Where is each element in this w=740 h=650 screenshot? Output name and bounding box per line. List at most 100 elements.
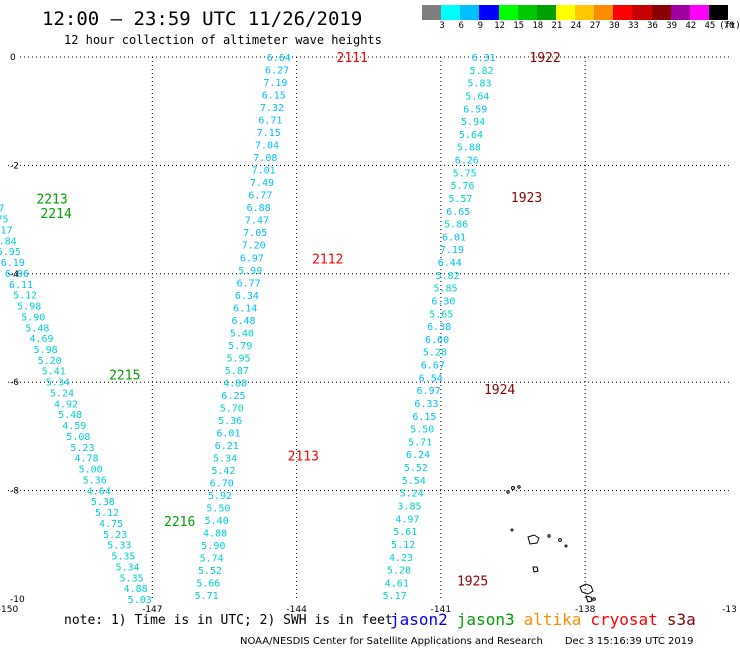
longitude-tick-label: -13 (722, 605, 737, 615)
wave-height-value: 6.60 (425, 335, 449, 346)
pass-time-label: 1925 (457, 575, 488, 590)
pass-time-label: 2113 (288, 449, 319, 464)
track-jason3: 5.345.975.756.175.845.956.196.066.115.12… (0, 192, 195, 606)
longitude-tick-label: -147 (142, 605, 162, 615)
wave-height-value: 5.64 (459, 130, 483, 141)
color-scale-label: 6 (458, 21, 464, 31)
wave-height-value: 6.15 (412, 412, 436, 423)
color-swatch (536, 5, 556, 20)
wave-height-value: 6.70 (210, 479, 234, 490)
longitude-tick-label: -138 (575, 605, 596, 615)
wave-height-value: 5.03 (128, 595, 152, 606)
color-scale-label: 70 (723, 21, 735, 31)
wave-height-value: 6.19 (1, 258, 25, 269)
color-swatch (460, 5, 480, 20)
island-outline (511, 486, 515, 490)
color-scale-label: 27 (589, 21, 601, 31)
wave-height-value: 4.64 (87, 486, 111, 497)
color-scale-label: 3 (439, 21, 445, 31)
wave-height-value: 5.76 (450, 181, 474, 192)
wave-height-value: 5.95 (0, 247, 21, 258)
wave-height-value: 6.33 (414, 399, 438, 410)
wave-height-value: 5.65 (429, 309, 453, 320)
wave-height-value: 6.26 (455, 156, 479, 167)
map-title: 12:00 — 23:59 UTC 11/26/2019 (42, 8, 363, 30)
color-scale-label: 42 (685, 21, 697, 31)
pass-time-label: 1922 (529, 51, 560, 66)
wave-height-value: 5.50 (410, 425, 434, 436)
track-s3a: 6.315.825.835.646.595.945.645.886.265.75… (383, 51, 561, 602)
island-outline (592, 597, 596, 601)
wave-height-value: 5.75 (0, 215, 8, 226)
wave-height-value: 5.75 (453, 168, 477, 179)
wave-height-value: 5.40 (205, 516, 229, 527)
wave-height-value: 5.82 (470, 66, 494, 77)
footer-note: note: 1) Time is in UTC; 2) SWH is in fe… (64, 613, 393, 628)
color-swatch (422, 5, 442, 20)
wave-height-value: 5.97 (0, 204, 4, 215)
longitude-tick-label: -150 (0, 605, 18, 615)
wave-height-value: 5.34 (213, 454, 237, 465)
wave-height-value: 5.34 (46, 378, 70, 389)
color-scale-label: 15 (513, 21, 525, 31)
color-swatch (613, 5, 633, 20)
wave-height-value: 5.98 (34, 345, 58, 356)
wave-height-value: 5.57 (448, 194, 472, 205)
island-outline (527, 534, 540, 545)
axis-tick-labels: -150 -147 -144 -141 -138 -13 0 -2 -4 -6 -8 -10 (0, 53, 737, 615)
legend-jason2: jason2 (390, 610, 448, 629)
wave-height-value: 5.17 (383, 591, 407, 602)
wave-height-value: 5.12 (391, 540, 415, 551)
wave-height-value: 5.95 (226, 353, 250, 364)
wave-height-value: 4.75 (99, 519, 123, 530)
wave-height-value: 5.00 (79, 465, 103, 476)
color-swatch (517, 5, 537, 20)
pass-time-label: 2111 (337, 51, 368, 66)
color-swatch (632, 5, 652, 20)
wave-height-value: 5.92 (208, 491, 232, 502)
latitude-tick-label: -8 (10, 487, 19, 497)
wave-height-value: 5.83 (467, 79, 491, 90)
wave-height-value: 4.88 (223, 378, 247, 389)
wave-height-value: 7.19 (263, 78, 287, 89)
wave-height-value: 5.28 (423, 348, 447, 359)
color-swatch (441, 5, 461, 20)
wave-height-value: 6.31 (472, 53, 496, 64)
color-scale-label: 9 (477, 21, 484, 31)
pass-time-label: 2214 (40, 207, 71, 222)
wave-height-value: 6.97 (417, 386, 441, 397)
color-scale-label: 45 (704, 21, 716, 31)
pass-time-label: 1924 (484, 383, 515, 398)
wave-height-value: 7.20 (242, 241, 266, 252)
pass-time-label: 2215 (109, 369, 140, 384)
wave-height-value: 5.23 (70, 443, 94, 454)
wave-height-value: 5.38 (91, 497, 115, 508)
color-scale-labels: 3 6 9 12 15 18 21 24 27 30 33 36 39 42 45 70 (ft) (422, 21, 740, 33)
wave-height-value: 6.88 (247, 203, 271, 214)
wave-height-value: 6.21 (215, 441, 239, 452)
wave-height-value: 7.01 (252, 166, 276, 177)
island-outline (510, 528, 514, 532)
altimeter-tracks: 5.345.975.756.175.845.956.196.066.115.12… (0, 51, 561, 606)
color-scale-label: 21 (551, 21, 563, 31)
wave-height-value: 7.04 (255, 141, 279, 152)
latitude-tick-label: -6 (10, 378, 19, 388)
wave-height-value: 5.28 (387, 566, 411, 577)
wave-height-value: 7.32 (260, 103, 284, 114)
track-cryosat: 6.64 6.277.19 6.157.32 6.717.15 7.047.08 7.01… (195, 51, 368, 602)
wave-height-value: 5.52 (198, 566, 222, 577)
wave-height-value: 5.71 (408, 437, 432, 448)
island-outline (585, 595, 593, 603)
wave-height-value: 5.50 (206, 504, 230, 515)
wave-height-value: 5.66 (196, 579, 220, 590)
wave-height-value: 6.17 (0, 225, 13, 236)
island-outline (564, 544, 568, 548)
wave-height-value: 6.01 (442, 232, 466, 243)
pass-time-label: 2112 (312, 253, 343, 268)
wave-height-value: 5.82 (436, 271, 460, 282)
island-outline (558, 538, 562, 542)
wave-height-value: 5.98 (17, 302, 41, 313)
legend-jason3: jason3 (456, 610, 515, 629)
wave-height-value: 4.88 (203, 529, 227, 540)
